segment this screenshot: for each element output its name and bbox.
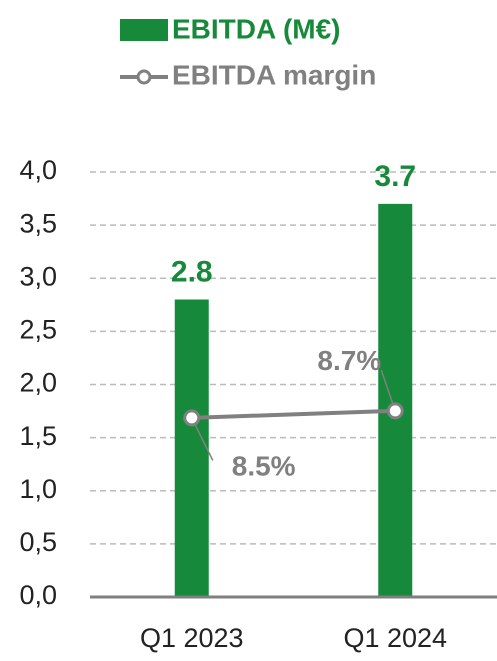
y-tick-label: 3,5 — [19, 208, 57, 238]
margin-line — [191, 408, 396, 420]
y-tick-label: 1,5 — [19, 421, 57, 451]
bar — [378, 203, 413, 597]
bar — [174, 299, 209, 597]
legend-label: EBITDA margin — [172, 59, 376, 90]
bar-value-label: 2.8 — [171, 255, 213, 288]
legend-swatch — [120, 19, 168, 41]
bar-value-label: 3.7 — [374, 160, 416, 193]
legend-marker — [136, 69, 152, 85]
margin-value-label: 8.5% — [232, 450, 296, 481]
x-tick-label: Q1 2023 — [140, 623, 244, 653]
y-tick-label: 3,0 — [19, 261, 57, 291]
y-tick-label: 1,0 — [19, 474, 57, 504]
margin-marker — [183, 409, 201, 427]
legend-label: EBITDA (M€) — [172, 13, 341, 44]
y-tick-label: 2,0 — [19, 368, 57, 398]
y-tick-label: 2,5 — [19, 315, 57, 345]
margin-value-label: 8.7% — [317, 345, 381, 376]
margin-marker — [386, 402, 404, 420]
x-tick-label: Q1 2024 — [343, 623, 447, 653]
y-tick-label: 4,0 — [19, 155, 57, 185]
y-tick-label: 0,0 — [19, 580, 57, 610]
y-tick-label: 0,5 — [19, 527, 57, 557]
